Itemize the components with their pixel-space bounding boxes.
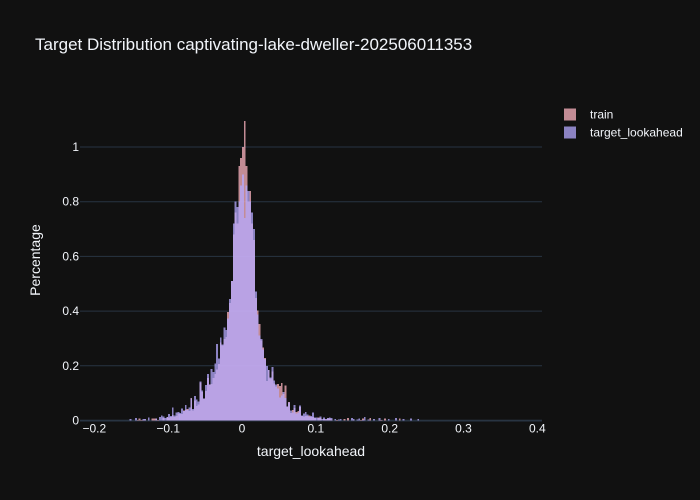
svg-text:0.4: 0.4 xyxy=(62,304,79,318)
svg-text:0.6: 0.6 xyxy=(62,249,79,263)
svg-text:−0.2: −0.2 xyxy=(82,422,106,436)
svg-text:0: 0 xyxy=(239,422,246,436)
svg-text:0.2: 0.2 xyxy=(62,359,79,373)
svg-text:0.3: 0.3 xyxy=(455,422,472,436)
svg-text:−0.1: −0.1 xyxy=(156,422,180,436)
svg-text:0.2: 0.2 xyxy=(381,422,398,436)
svg-text:1: 1 xyxy=(72,140,79,154)
svg-text:0.1: 0.1 xyxy=(307,422,324,436)
svg-text:Percentage: Percentage xyxy=(27,224,43,296)
svg-text:train: train xyxy=(590,108,613,122)
svg-text:0: 0 xyxy=(72,414,79,428)
svg-text:0.4: 0.4 xyxy=(529,422,546,436)
svg-text:target_lookahead: target_lookahead xyxy=(590,126,683,140)
svg-text:target_lookahead: target_lookahead xyxy=(257,443,365,459)
svg-text:0.8: 0.8 xyxy=(62,195,79,209)
svg-text:Target Distribution captivatin: Target Distribution captivating-lake-dwe… xyxy=(35,35,472,54)
